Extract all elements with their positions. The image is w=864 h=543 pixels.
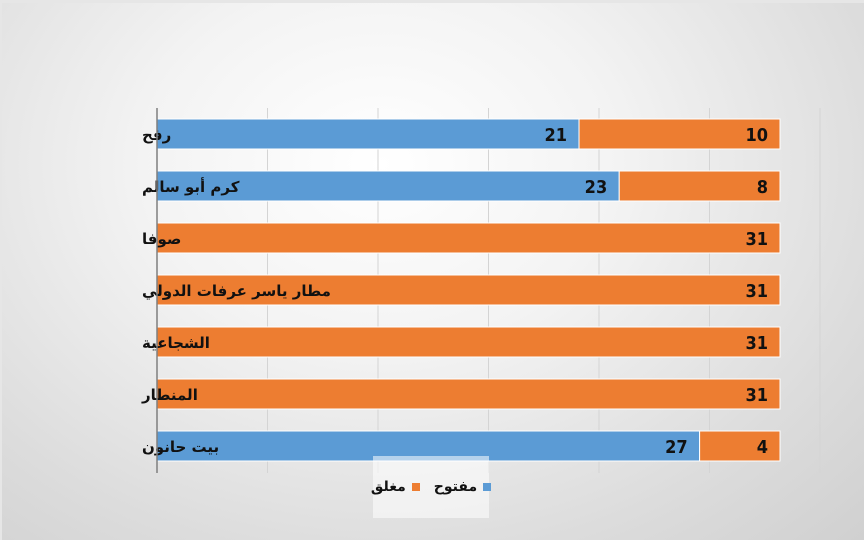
bar-closed (156, 326, 781, 358)
data-label: 23 (585, 177, 608, 198)
bars (156, 118, 781, 462)
legend-item-closed: مغلق (371, 479, 420, 495)
legend: مفتوح مغلق (371, 456, 492, 518)
data-label: 8 (757, 177, 768, 198)
legend-label-open: مفتوح (433, 479, 478, 495)
data-label: 4 (757, 437, 768, 458)
data-label: 31 (745, 229, 768, 250)
bar-closed (156, 222, 781, 254)
data-label: 31 (745, 281, 768, 302)
category-label: مطار ياسر عرفات الدولي (142, 282, 331, 300)
bar-closed (699, 430, 781, 462)
category-label: الشجاعية (142, 334, 210, 352)
data-label: 21 (544, 125, 567, 146)
legend-swatch-closed (411, 483, 420, 491)
data-labels: 21 10 23 8 31 31 31 31 27 4 (544, 125, 768, 458)
legend-label-closed: مغلق (370, 479, 406, 495)
category-label: المنطار (141, 386, 198, 404)
bar-closed (578, 118, 781, 150)
data-label: 31 (745, 333, 768, 354)
category-label: بيت حانون (142, 438, 219, 456)
legend-item-open: مفتوح (433, 479, 492, 495)
bar-closed (156, 378, 781, 410)
bar-closed (618, 170, 781, 202)
category-label: صوفا (142, 230, 181, 248)
legend-swatch-open (483, 483, 492, 491)
bar-closed (156, 274, 781, 306)
data-label: 27 (665, 437, 688, 458)
data-label: 10 (745, 125, 768, 146)
category-label: كرم أبو سالم (142, 177, 240, 196)
data-label: 31 (745, 385, 768, 406)
bar-open (156, 118, 580, 150)
